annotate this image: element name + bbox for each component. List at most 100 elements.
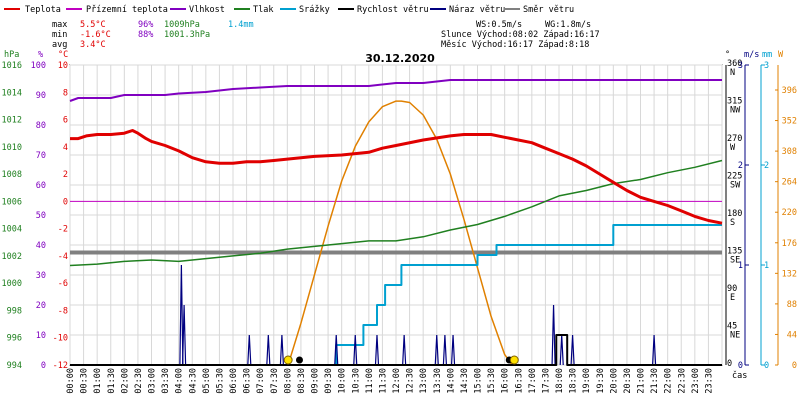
series-rain [70, 224, 722, 366]
tick-label-time: 06:00 [229, 368, 239, 394]
tick-label-time: 10:00 [338, 368, 348, 394]
tick-label-direction-compass: SE [730, 256, 740, 266]
tick-label-solar: 132 [782, 269, 797, 279]
wind-gust-bar [402, 334, 407, 366]
tick-label-temperature: 8 [63, 88, 68, 98]
axis-label-mm: mm [762, 50, 772, 60]
tick-label-pressure: 1004 [2, 225, 22, 235]
series-solar-radiation [287, 100, 513, 366]
tick-label-direction-deg: 315 [727, 97, 742, 107]
tick-label-humidity: 90 [36, 91, 46, 101]
tick-label-time: 02:00 [120, 368, 130, 394]
tick-label-time: 18:30 [569, 368, 579, 394]
tick-label-solar: 352 [782, 117, 797, 127]
tick-label-temperature: -4 [58, 252, 68, 262]
series-temperature [70, 129, 723, 225]
tick-label-time: 20:00 [609, 368, 619, 394]
wind-gust-bar [266, 334, 271, 366]
tick-label-pressure: 1016 [2, 61, 22, 71]
wind-gust-bar [353, 334, 358, 366]
tick-label-humidity: 40 [36, 241, 46, 251]
tick-label-time: 03:00 [148, 368, 158, 394]
moonset-marker [295, 356, 303, 364]
wind-gust-bar [551, 304, 556, 366]
tick-label-temperature: 6 [63, 116, 68, 126]
stat-min-label: min [52, 30, 67, 40]
tick-label-pressure: 994 [7, 361, 22, 371]
grid [69, 64, 723, 366]
axis-label-ms: m/s [744, 50, 759, 60]
series-humidity [69, 79, 722, 102]
tick-label-wind-speed: 1 [738, 261, 743, 271]
tick-label-humidity: 20 [36, 301, 46, 311]
legend-label-smer-vetru: Směr větru [523, 5, 574, 15]
tick-label-time: 21:00 [637, 368, 647, 394]
tick-label-humidity: 30 [36, 271, 46, 281]
tick-label-direction-deg: 180 [727, 209, 742, 219]
wind-gust-bar [334, 334, 339, 366]
tick-label-time: 20:30 [623, 368, 633, 394]
legend-label-srazky: Srážky [299, 5, 330, 15]
tick-label-direction-compass: S [730, 218, 735, 228]
tick-label-time: 09:30 [324, 368, 334, 394]
axis-label-pct: % [38, 50, 43, 60]
tick-label-humidity: 60 [36, 181, 46, 191]
tick-label-time: 09:00 [311, 368, 321, 394]
tick-label-wind-speed: 0 [738, 361, 743, 371]
tick-label-time: 18:00 [555, 368, 565, 394]
tick-label-pressure: 996 [7, 334, 22, 344]
stat-min-press: 1001.3hPa [164, 30, 210, 40]
tick-label-time: 10:30 [351, 368, 361, 394]
tick-label-temperature: -6 [58, 279, 68, 289]
legend-label-prizemni-teplota: Přízemní teplota [86, 5, 168, 15]
tick-label-solar: 0 [792, 361, 797, 371]
tick-label-direction-compass: W [730, 143, 736, 153]
tick-label-pressure: 1010 [2, 143, 22, 153]
tick-label-time: 00:00 [66, 368, 76, 394]
tick-label-time: 07:00 [256, 368, 266, 394]
wind-gust-bar [442, 334, 447, 366]
stat-ws: WS:0.5m/s [476, 20, 522, 30]
tick-label-pressure: 1012 [2, 116, 22, 126]
tick-label-pressure: 1002 [2, 252, 22, 262]
tick-label-temperature: -8 [58, 306, 68, 316]
wind-gust-bar [179, 264, 184, 366]
legend-label-vlhkost: Vlhkost [189, 5, 225, 15]
tick-label-direction-deg: 360 [727, 59, 742, 69]
tick-label-time: 00:30 [80, 368, 90, 394]
tick-label-temperature: 4 [63, 143, 68, 153]
tick-label-direction-compass: NW [730, 106, 741, 116]
wind-gust-bar [182, 304, 187, 366]
stat-moon: Měsíc Východ:16:17 Západ:8:18 [441, 40, 589, 50]
tick-label-direction-deg: 90 [727, 284, 737, 294]
tick-label-rain: 0 [764, 361, 769, 371]
tick-label-direction-deg: 135 [727, 247, 742, 257]
tick-label-solar: 308 [782, 147, 797, 157]
wind-gust-bar [570, 334, 575, 366]
wind-gust-bar [434, 334, 439, 366]
stat-max-label: max [52, 20, 67, 30]
legend-label-naraz-vetru: Náraz větru [449, 5, 505, 15]
tick-label-humidity: 80 [36, 121, 46, 131]
chart-title: 30.12.2020 [365, 52, 435, 65]
stat-min-temp: -1.6°C [80, 30, 111, 40]
tick-label-humidity: 100 [31, 61, 46, 71]
tick-label-time: 08:00 [283, 368, 293, 394]
tick-label-direction-deg: 225 [727, 172, 742, 182]
stat-wg: WG:1.8m/s [545, 20, 591, 30]
sunrise-marker [283, 355, 293, 365]
tick-label-direction-deg: 0 [727, 359, 732, 369]
stat-avg-label: avg [52, 40, 67, 50]
stat-max-hum: 96% [138, 20, 153, 30]
axis-label-hpa: hPa [4, 50, 19, 60]
tick-label-solar: 176 [782, 239, 797, 249]
wind-gust-bar [247, 334, 252, 366]
legend-label-rychlost-vetru: Rychlost větru [357, 5, 429, 15]
stat-sun: Slunce Východ:08:02 Západ:16:17 [441, 30, 600, 40]
tick-label-time: 16:30 [514, 368, 524, 394]
tick-label-humidity: 10 [36, 331, 46, 341]
tick-label-solar: 44 [787, 330, 797, 340]
tick-label-rain: 1 [764, 261, 769, 271]
tick-label-time: 14:00 [446, 368, 456, 394]
